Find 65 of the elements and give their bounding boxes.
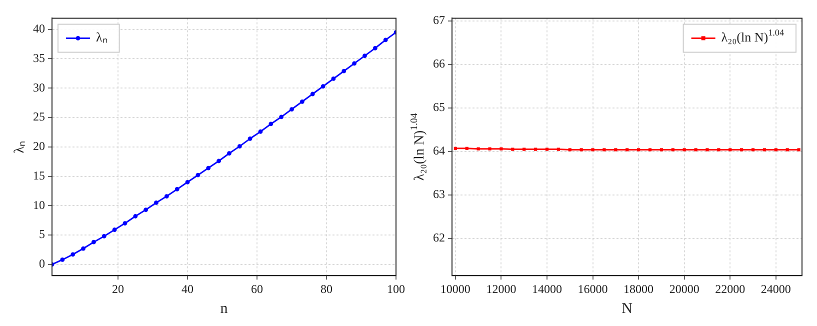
y-tick-label: 66: [433, 56, 445, 71]
y-tick-label: 15: [33, 168, 45, 182]
point: [196, 172, 200, 178]
point: [112, 228, 117, 232]
y-axis-title: λₙ: [12, 140, 28, 154]
x-tick-label: 10000: [440, 282, 470, 296]
y-tick-label: 62: [433, 230, 445, 245]
point: [383, 38, 388, 42]
x-tick-label: 20000: [669, 282, 700, 296]
point: [352, 61, 357, 66]
point: [60, 258, 65, 262]
point: [154, 200, 158, 205]
x-axis-title: N: [622, 300, 633, 317]
x-tick-label: 20: [112, 282, 124, 296]
point: [206, 166, 211, 170]
x-axis-title: n: [220, 300, 228, 317]
point: [310, 92, 315, 96]
point: [164, 194, 169, 198]
point: [237, 144, 242, 149]
x-tick-label: 12000: [486, 282, 516, 296]
y-axis-title: λ₂₀(ln N)1.04: [408, 113, 428, 181]
y-tick-label: 40: [33, 22, 45, 36]
point: [70, 252, 76, 257]
point: [185, 180, 190, 184]
y-tick-label: 0: [39, 256, 45, 271]
x-tick-label: 24000: [760, 282, 791, 296]
point: [227, 151, 232, 156]
point: [362, 54, 367, 58]
x-tick-label: 14000: [532, 282, 562, 296]
point: [279, 114, 284, 120]
point: [268, 122, 274, 126]
x-tick-label: 80: [320, 282, 333, 296]
point: [331, 76, 336, 81]
y-tick-label: 67: [433, 12, 445, 27]
x-tick-label: 22000: [715, 282, 746, 296]
point: [174, 187, 180, 192]
point: [342, 68, 346, 74]
y-tick-label: 64: [433, 144, 445, 158]
y-tick-label: 5: [39, 227, 45, 242]
point: [300, 99, 304, 104]
point: [372, 46, 378, 50]
point: [320, 84, 326, 89]
legend-label: λₙ: [96, 30, 108, 45]
y-tick-label: 25: [33, 110, 45, 124]
point: [290, 107, 294, 112]
point: [248, 136, 252, 141]
x-tick-label: 100: [387, 282, 405, 296]
x-tick-label: 40: [182, 282, 194, 296]
x-tick-label: 60: [251, 282, 264, 296]
y-tick-label: 63: [433, 187, 445, 202]
x-tick-label: 16000: [578, 282, 608, 296]
point: [102, 234, 106, 238]
point: [216, 158, 221, 164]
point: [91, 240, 96, 244]
y-tick-label: 65: [433, 100, 445, 114]
point: [122, 221, 128, 226]
y-tick-label: 30: [33, 80, 45, 94]
point: [258, 129, 263, 134]
x-tick-label: 18000: [624, 282, 654, 296]
y-tick-label: 35: [33, 50, 45, 65]
point: [81, 246, 86, 251]
y-tick-label: 10: [33, 198, 45, 212]
point: [144, 208, 148, 212]
point: [133, 214, 138, 218]
y-tick-label: 20: [33, 139, 45, 154]
